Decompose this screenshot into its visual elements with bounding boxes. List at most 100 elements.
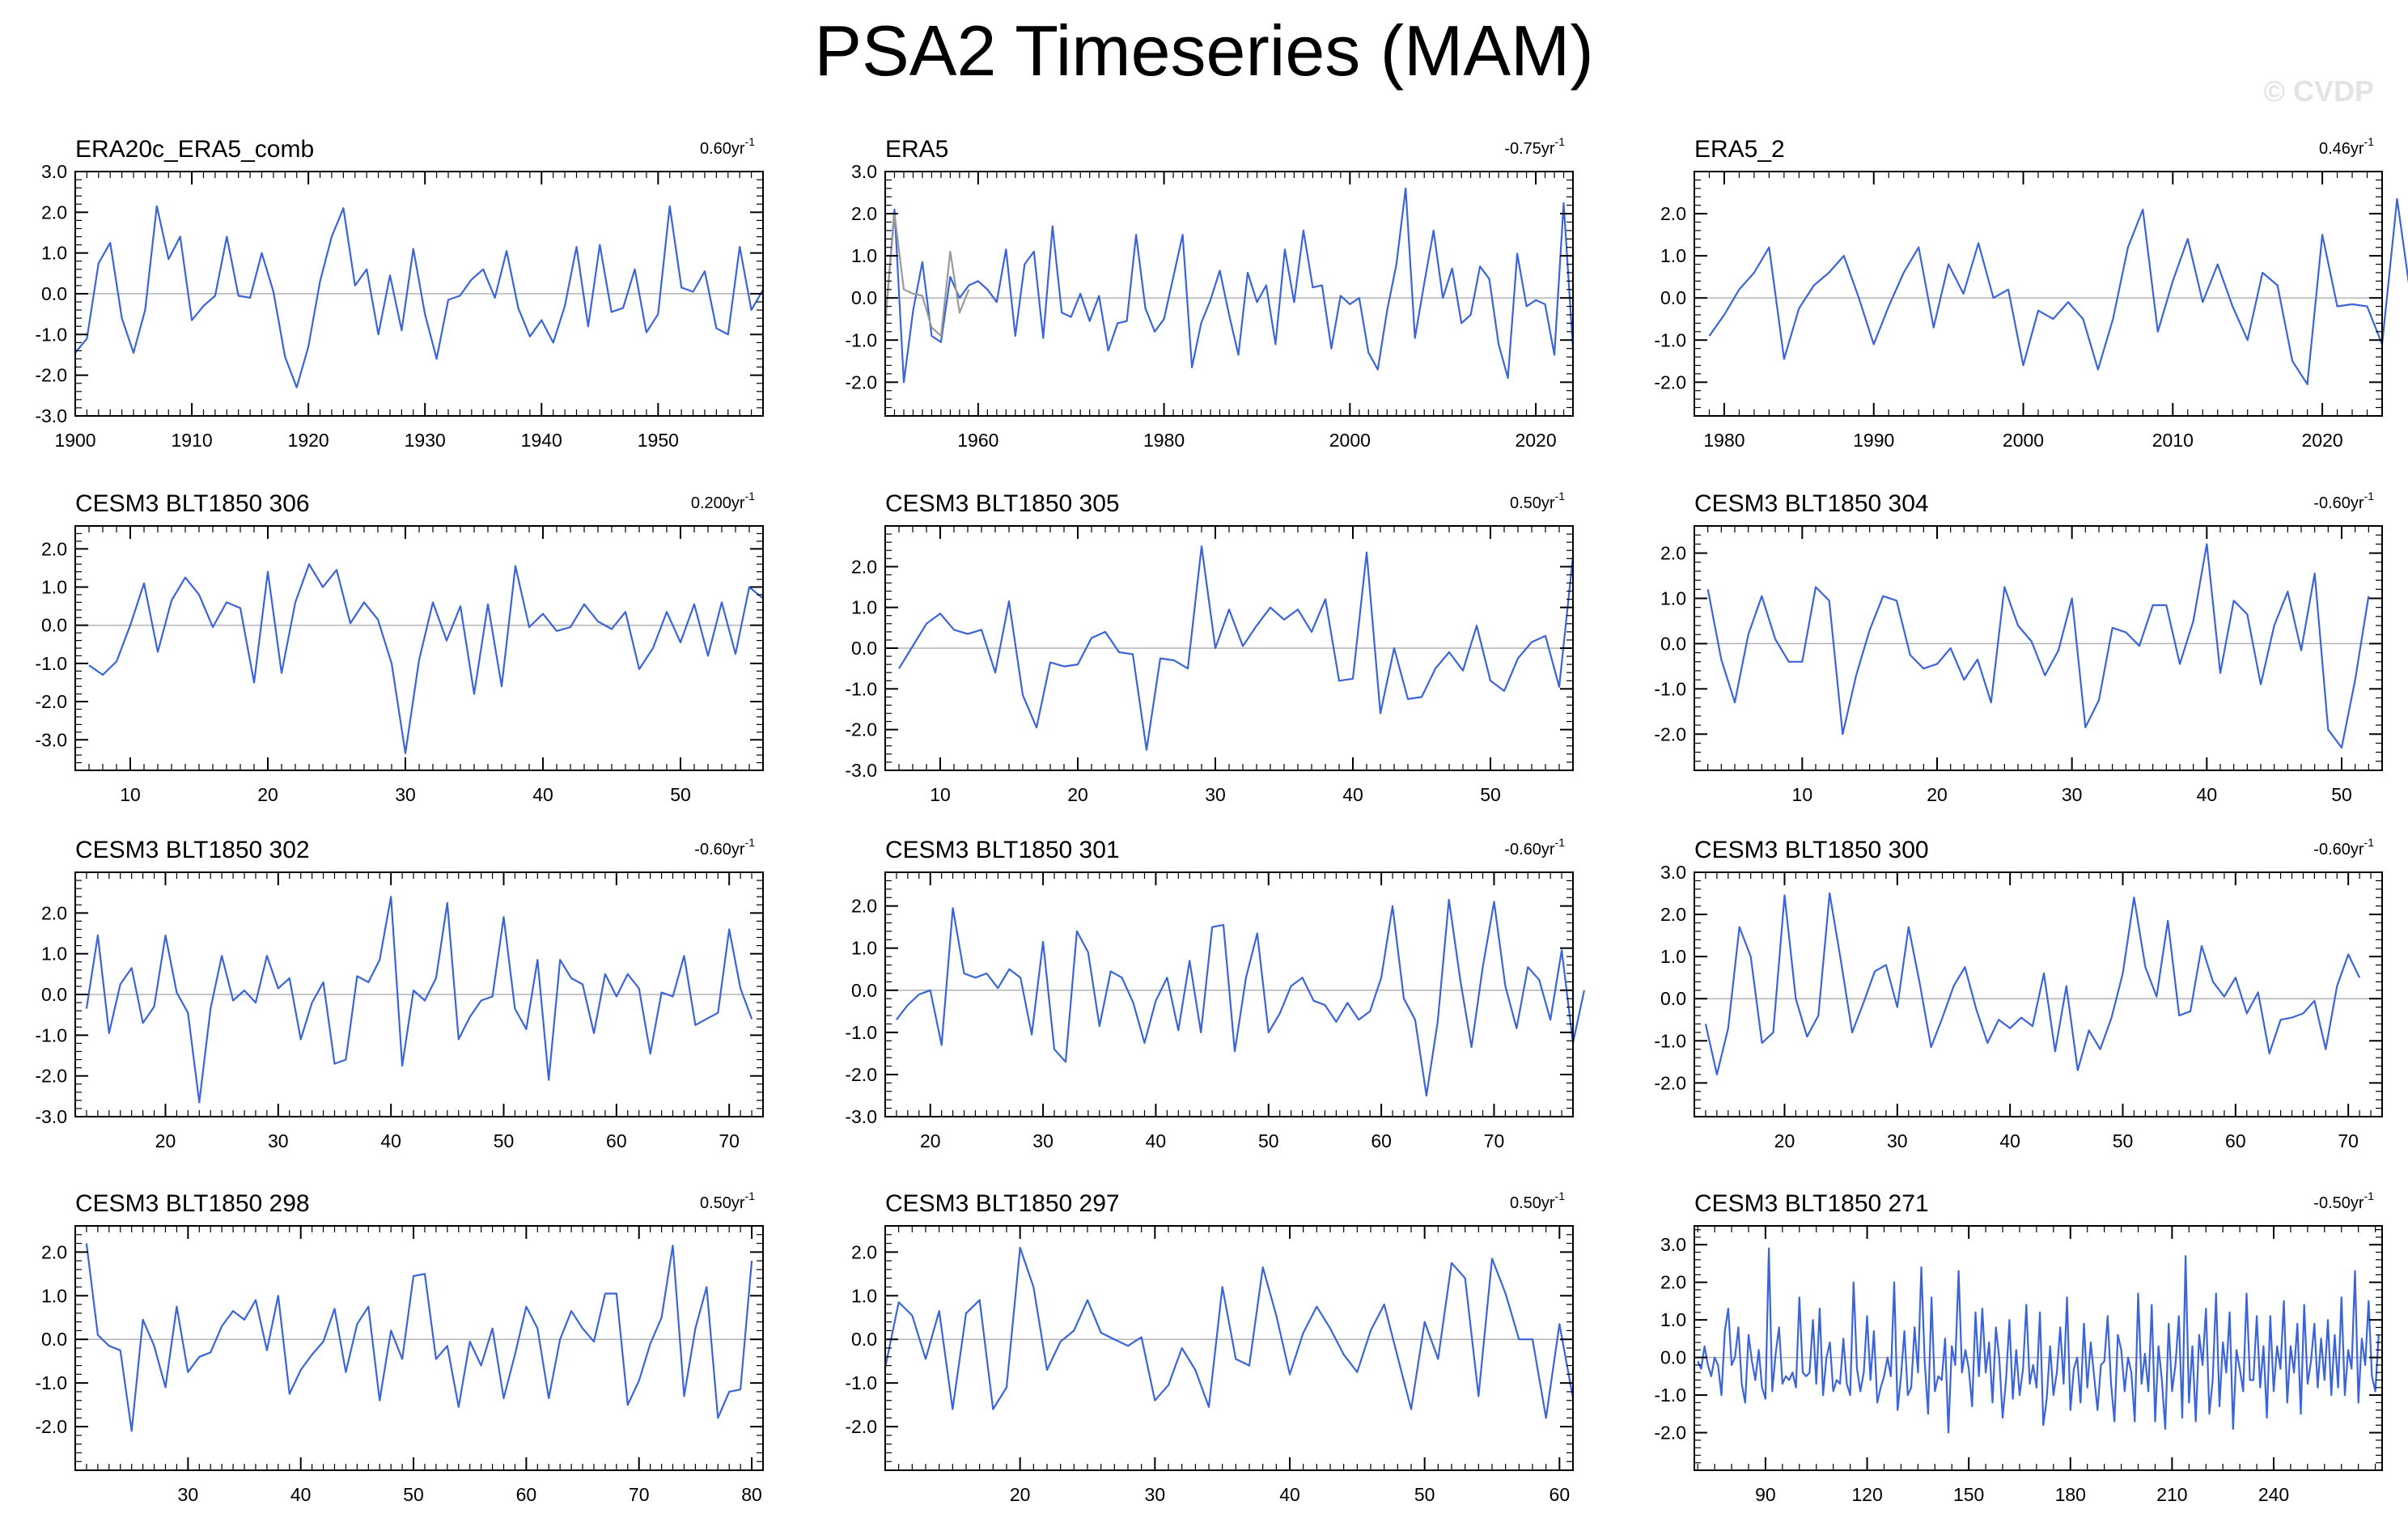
x-tick-label: 2020 — [2302, 430, 2343, 451]
x-tick-label: 1910 — [171, 430, 212, 451]
trend-label: -0.50yr-1 — [2313, 1189, 2374, 1212]
y-tick-label: -1.0 — [35, 1024, 67, 1045]
trend-label: 0.50yr-1 — [1510, 490, 1565, 512]
panel-title: CESM3 BLT1850 304 — [1694, 490, 1929, 517]
y-tick-label: -2.0 — [35, 1066, 67, 1087]
plot-frame — [1694, 525, 2383, 771]
y-tick-label: 0.0 — [1660, 287, 1686, 308]
x-tick-label: 30 — [2062, 784, 2083, 805]
panel-7: 20 30 40 50 60 70 -3.0 -2.0 -1.0 0.0 1.0 2.0 CESM3 B… — [35, 836, 764, 1151]
x-tick-label: 120 — [1851, 1484, 1882, 1505]
trend-label: -0.60yr-1 — [1504, 836, 1565, 859]
y-tick-label: 2.0 — [851, 203, 877, 224]
y-tick-label: 0.0 — [41, 1329, 67, 1350]
y-tick-label: 3.0 — [41, 161, 67, 182]
y-tick-label: 3.0 — [851, 161, 877, 182]
panel-4: 10 20 30 40 50 -3.0 -2.0 -1.0 0.0 1.0 2.0 CESM3 BLT… — [35, 490, 764, 805]
y-tick-label: 2.0 — [1660, 904, 1686, 925]
y-tick-label: -2.0 — [845, 1064, 877, 1085]
x-tick-label: 30 — [395, 784, 416, 805]
x-tick-label: 180 — [2055, 1484, 2086, 1505]
x-tick-label: 150 — [1953, 1484, 1984, 1505]
x-tick-label: 1950 — [638, 430, 679, 451]
y-tick-label: 2.0 — [1660, 543, 1686, 564]
y-tick-label: 2.0 — [851, 896, 877, 917]
y-tick-label: -1.0 — [845, 1022, 877, 1043]
x-tick-label: 20 — [155, 1130, 176, 1151]
y-tick-label: -2.0 — [1654, 1423, 1686, 1444]
x-tick-label: 1940 — [521, 430, 562, 451]
y-tick-label: -2.0 — [845, 371, 877, 392]
panel-title: CESM3 BLT1850 301 — [885, 837, 1120, 863]
y-tick-label: -2.0 — [35, 1416, 67, 1437]
panel-6: 10 20 30 40 50 -2.0 -1.0 0.0 1.0 2.0 CESM3 BLT1850… — [1654, 490, 2383, 805]
y-tick-label: 3.0 — [1660, 862, 1686, 883]
x-tick-label: 60 — [606, 1130, 627, 1151]
trend-label: 0.50yr-1 — [1510, 1189, 1565, 1212]
x-tick-label: 40 — [290, 1484, 312, 1505]
panel-title: CESM3 BLT1850 306 — [75, 490, 310, 517]
x-tick-label: 70 — [2338, 1130, 2359, 1151]
y-tick-label: 2.0 — [41, 1241, 67, 1262]
x-tick-label: 2010 — [2152, 430, 2194, 451]
x-tick-label: 40 — [1146, 1130, 1167, 1151]
y-tick-label: -1.0 — [845, 1372, 877, 1393]
y-tick-label: 3.0 — [1660, 1234, 1686, 1255]
trend-label: -0.60yr-1 — [694, 836, 755, 859]
series-line-1 — [884, 1246, 1575, 1419]
x-tick-label: 60 — [516, 1484, 537, 1505]
y-tick-label: 1.0 — [41, 943, 67, 965]
panel-12: 90 120 150 180 210 240 -2.0 -1.0 0.0 1.0 2.0 3.0 CES… — [1654, 1189, 2383, 1505]
watermark: © CVDP — [2263, 74, 2374, 108]
series-line-1 — [896, 898, 1585, 1097]
y-tick-label: -2.0 — [845, 1416, 877, 1437]
y-tick-label: -1.0 — [1654, 329, 1686, 350]
y-tick-label: -3.0 — [35, 405, 67, 426]
x-tick-label: 20 — [1774, 1130, 1795, 1151]
y-tick-label: 0.0 — [41, 615, 67, 636]
x-tick-label: 20 — [920, 1130, 941, 1151]
panel-title: CESM3 BLT1850 305 — [885, 490, 1120, 517]
y-tick-label: 1.0 — [41, 243, 67, 264]
x-tick-label: 50 — [403, 1484, 424, 1505]
x-tick-label: 90 — [1755, 1484, 1776, 1505]
y-tick-label: -1.0 — [1654, 1030, 1686, 1051]
y-tick-label: -2.0 — [35, 365, 67, 386]
x-tick-label: 10 — [120, 784, 141, 805]
x-tick-label: 30 — [1887, 1130, 1908, 1151]
panel-5: 10 20 30 40 50 -3.0 -2.0 -1.0 0.0 1.0 2.0 CESM3 BLT… — [845, 490, 1575, 805]
y-tick-label: 1.0 — [851, 1285, 877, 1306]
x-tick-label: 20 — [1067, 784, 1088, 805]
panel-title: ERA5_2 — [1694, 136, 1785, 163]
y-tick-label: 2.0 — [41, 538, 67, 559]
x-tick-label: 20 — [257, 784, 278, 805]
y-tick-label: -2.0 — [35, 691, 67, 712]
panel-title: ERA20c_ERA5_comb — [75, 136, 314, 163]
x-tick-label: 50 — [1414, 1484, 1435, 1505]
y-tick-label: 1.0 — [41, 577, 67, 598]
x-tick-label: 30 — [1205, 784, 1226, 805]
panel-title: CESM3 BLT1850 302 — [75, 837, 310, 863]
series-line-1 — [1697, 1247, 2380, 1434]
x-tick-label: 80 — [741, 1484, 762, 1505]
x-tick-label: 210 — [2156, 1484, 2187, 1505]
y-tick-label: 1.0 — [851, 597, 877, 618]
y-tick-label: -2.0 — [1654, 371, 1686, 392]
plot-frame — [1694, 871, 2383, 1117]
figure-title: PSA2 Timeseries (MAM) — [814, 11, 1594, 91]
y-tick-label: 0.0 — [1660, 1347, 1686, 1368]
x-tick-label: 60 — [1371, 1130, 1392, 1151]
y-tick-label: 2.0 — [1660, 1272, 1686, 1293]
x-tick-label: 10 — [930, 784, 951, 805]
x-tick-label: 50 — [2113, 1130, 2134, 1151]
plot-frame — [1694, 1225, 2383, 1471]
series-line-1 — [1708, 197, 2408, 385]
x-tick-label: 30 — [1145, 1484, 1166, 1505]
x-tick-label: 20 — [1010, 1484, 1031, 1505]
x-tick-label: 40 — [1279, 1484, 1300, 1505]
y-tick-label: 1.0 — [1660, 587, 1686, 608]
trend-label: -0.60yr-1 — [2313, 836, 2374, 859]
x-tick-label: 30 — [1032, 1130, 1054, 1151]
y-tick-label: 0.0 — [851, 1329, 877, 1350]
